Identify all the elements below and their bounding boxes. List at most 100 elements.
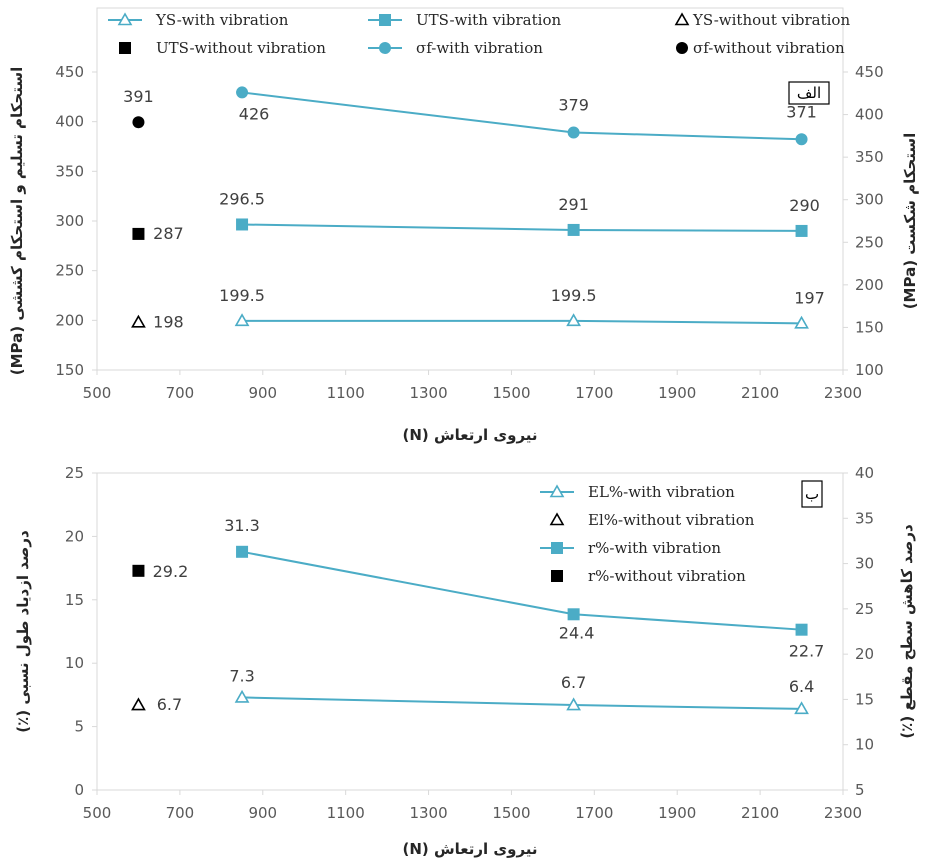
series-uts-with-vibration: 296.5 291 290 <box>219 189 820 237</box>
y-right-tick-label: 5 <box>855 781 865 799</box>
x-tick-label: 1500 <box>492 384 530 402</box>
data-point <box>567 223 580 236</box>
x-tick-label: 2100 <box>741 384 779 402</box>
data-point <box>131 697 146 711</box>
y-right-tick-label: 40 <box>855 464 874 482</box>
y-right-tick-label: 300 <box>855 191 884 209</box>
data-point <box>236 218 249 231</box>
legend-item: r%-without vibration <box>551 567 746 585</box>
x-tick-label: 700 <box>166 384 195 402</box>
y-left-axis-title: درصد ازدیاد طول نسبی (٪) <box>14 530 32 733</box>
legend-label: EL%-with vibration <box>588 483 735 501</box>
series-r%-with-vibration: 31.3 24.4 22.7 <box>224 516 824 661</box>
y-left-tick-label: 20 <box>65 527 84 545</box>
data-point <box>795 623 808 636</box>
series-line <box>242 223 802 232</box>
legend-label: YS-with vibration <box>155 11 289 29</box>
series-line <box>242 696 802 710</box>
data-label: 6.4 <box>789 677 814 696</box>
legend-label: UTS-without vibration <box>156 39 326 57</box>
data-point <box>132 227 145 240</box>
y-right-tick-label: 15 <box>855 690 874 708</box>
x-tick-label: 1700 <box>575 384 613 402</box>
data-label: 6.7 <box>157 695 182 714</box>
legend-label: YS-without vibration <box>692 11 850 29</box>
y-right-axis-title: استحکام شکست (MPa) <box>901 133 919 310</box>
data-point <box>567 608 580 621</box>
legend-item: σf-with vibration <box>368 39 543 57</box>
y-right-tick-label: 25 <box>855 600 874 618</box>
legend-marker <box>549 512 565 526</box>
series-line <box>241 550 802 631</box>
data-point <box>795 224 808 237</box>
y-left-tick-label: 450 <box>55 63 84 81</box>
x-axis-title: نیروی ارتعاش (N) <box>402 426 537 444</box>
y-right-tick-label: 200 <box>855 276 884 294</box>
legend-item: UTS-without vibration <box>119 39 326 57</box>
legend-marker <box>379 42 391 54</box>
data-point <box>566 697 581 711</box>
x-tick-label: 1900 <box>658 804 696 822</box>
legend-label: UTS-with vibration <box>416 11 561 29</box>
legend-item: σf-without vibration <box>676 39 845 57</box>
x-tick-label: 1300 <box>409 384 447 402</box>
x-tick-label: 500 <box>83 384 112 402</box>
data-point <box>794 315 809 329</box>
data-label: 7.3 <box>229 666 254 685</box>
x-tick-label: 1100 <box>327 384 365 402</box>
x-axis-title: نیروی ارتعاش (N) <box>402 840 537 858</box>
legend-item: YS-without vibration <box>674 11 850 29</box>
series-uts-without-vibration: 287 <box>132 224 184 243</box>
data-point <box>131 314 146 328</box>
x-tick-label: 1100 <box>327 804 365 822</box>
data-label: 371 <box>786 102 817 121</box>
y-left-tick-label: 10 <box>65 654 84 672</box>
legend-label: σf-without vibration <box>693 39 845 57</box>
series-ys-with-vibration: 199.5 199.5 197 <box>219 286 825 329</box>
y-left-tick-label: 350 <box>55 162 84 180</box>
data-point <box>236 545 249 558</box>
y-left-tick-label: 0 <box>74 781 84 799</box>
x-tick-label: 1900 <box>658 384 696 402</box>
series-r%-without-vibration: 29.2 <box>132 562 188 581</box>
legend-item: UTS-with vibration <box>368 11 561 29</box>
panel-label: الف <box>797 84 821 102</box>
data-label: 291 <box>558 195 589 214</box>
series-el%-without-vibration: 6.7 <box>131 695 182 714</box>
y-left-tick-label: 200 <box>55 311 84 329</box>
y-right-tick-label: 350 <box>855 148 884 166</box>
data-point <box>566 313 581 327</box>
data-label: 379 <box>558 95 589 114</box>
plot-frame <box>96 7 844 371</box>
data-point <box>795 133 808 146</box>
data-label: 199.5 <box>219 286 265 305</box>
x-tick-label: 1700 <box>575 804 613 822</box>
data-point <box>567 126 580 139</box>
x-tick-label: 1300 <box>409 804 447 822</box>
x-tick-label: 900 <box>248 804 277 822</box>
data-label: 391 <box>123 87 154 106</box>
data-label: 290 <box>789 196 820 215</box>
legend-marker <box>676 42 688 54</box>
data-point <box>234 313 250 327</box>
series-el%-with-vibration: 7.3 6.7 6.4 <box>229 666 814 715</box>
panel-label-box <box>801 480 823 508</box>
data-label: 426 <box>239 104 270 123</box>
y-left-tick-label: 25 <box>65 464 84 482</box>
x-tick-label: 2300 <box>824 804 862 822</box>
legend-item: El%-without vibration <box>549 511 755 529</box>
data-label: 199.5 <box>551 286 597 305</box>
legend-label: r%-with vibration <box>588 539 721 557</box>
series-ys-without-vibration: 198 <box>131 312 184 331</box>
y-left-tick-label: 300 <box>55 212 84 230</box>
y-right-tick-label: 150 <box>855 318 884 336</box>
legend-marker <box>379 14 391 26</box>
y-right-tick-label: 30 <box>855 555 874 573</box>
data-point <box>236 86 249 99</box>
plot-frame <box>96 472 844 791</box>
x-tick-label: 500 <box>83 804 112 822</box>
x-tick-label: 2100 <box>741 804 779 822</box>
legend-item: YS-with vibration <box>108 11 289 29</box>
data-label: 31.3 <box>224 516 260 535</box>
